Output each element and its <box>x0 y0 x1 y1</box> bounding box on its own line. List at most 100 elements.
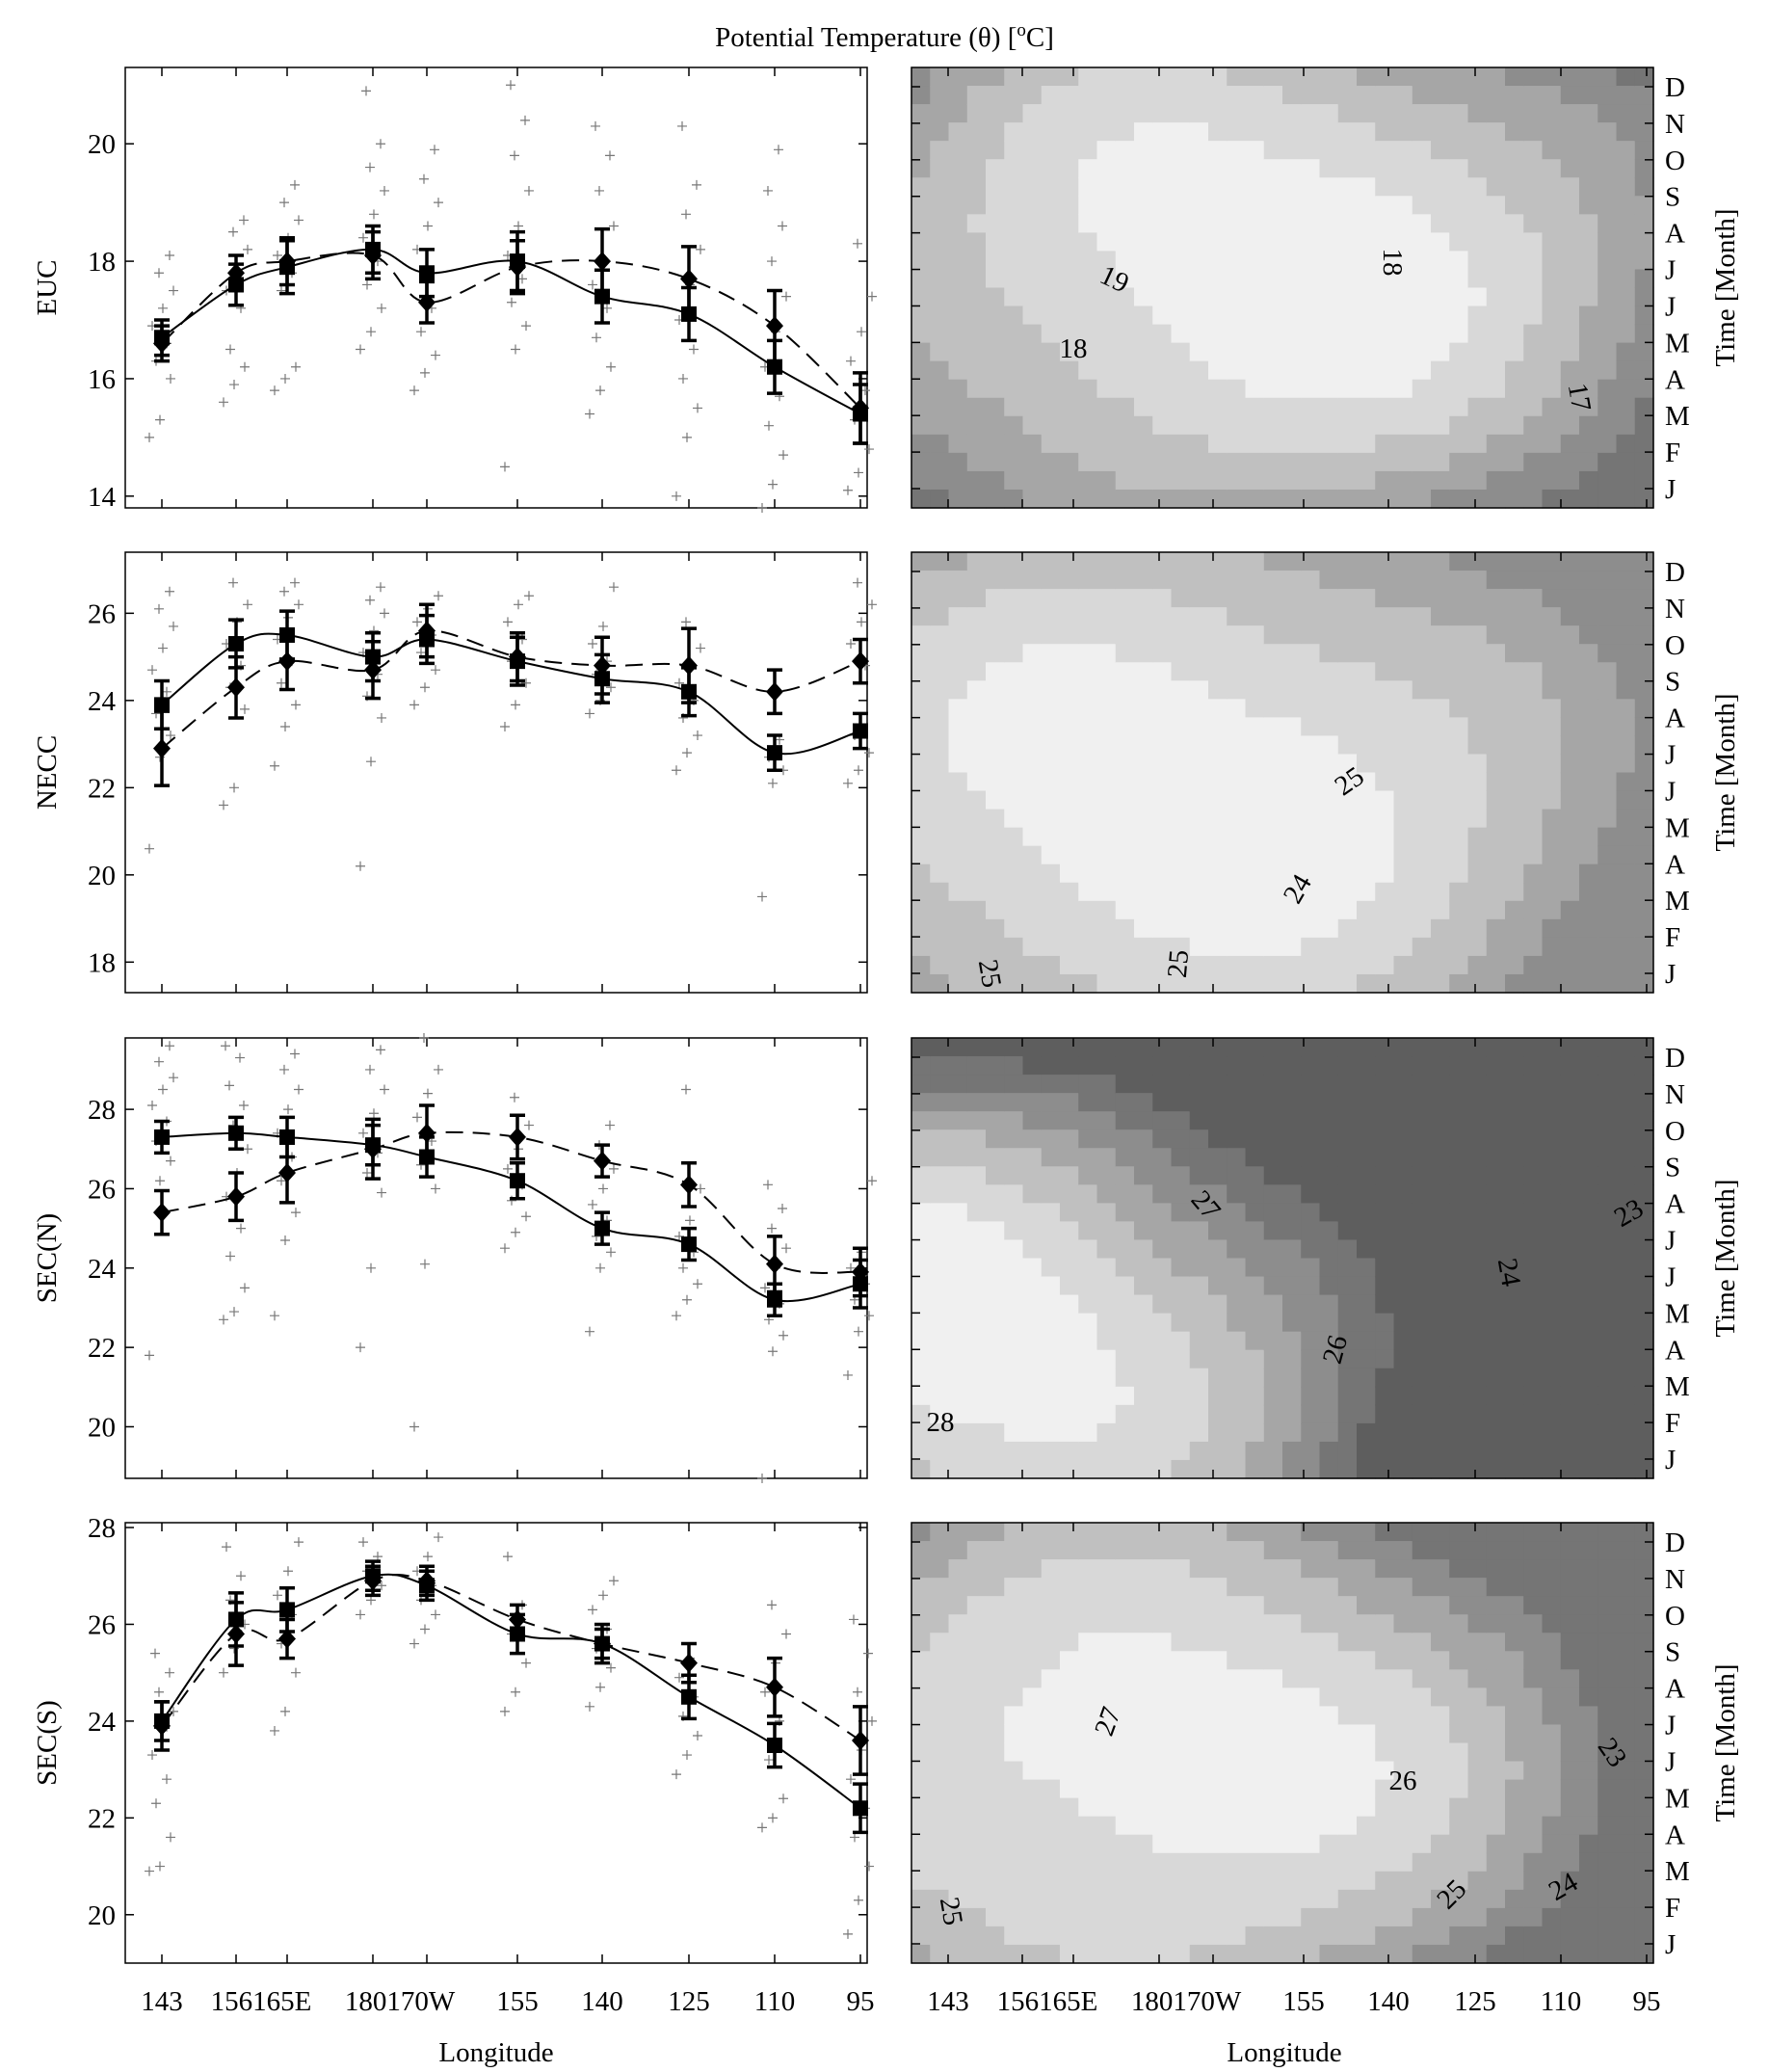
contour-cell <box>1282 1349 1302 1369</box>
contour-cell <box>1134 1368 1153 1388</box>
contour-cell <box>1022 360 1043 381</box>
contour-cell <box>1505 67 1524 87</box>
contour-cell <box>1022 699 1043 718</box>
contour-cell <box>1078 360 1098 381</box>
contour-cell <box>1467 470 1488 491</box>
scatter-point <box>781 291 791 302</box>
contour-cell <box>1431 918 1450 939</box>
contour-cell <box>1301 122 1321 142</box>
contour-cell <box>1263 251 1283 271</box>
contour-cell <box>1634 360 1654 381</box>
contour-cell <box>1449 196 1469 215</box>
contour-cell <box>1412 196 1432 215</box>
scatter-point <box>145 1866 154 1876</box>
contour-cell <box>1096 1184 1117 1204</box>
contour-cell <box>1616 625 1636 645</box>
scatter-point <box>696 643 705 653</box>
contour-cell <box>1208 1221 1228 1241</box>
contour-cell <box>1301 342 1321 362</box>
contour-cell <box>966 196 987 215</box>
contour-cell <box>911 845 931 865</box>
contour-cell <box>1505 1313 1524 1333</box>
contour-cell <box>1449 104 1469 123</box>
contour-cell <box>1634 955 1654 975</box>
scatter-point <box>588 639 597 650</box>
contour-cell <box>1245 1221 1265 1241</box>
contour-cell <box>1542 754 1562 774</box>
contour-cell <box>1301 662 1321 681</box>
contour-cell <box>1393 772 1413 792</box>
contour-cell <box>1263 1258 1283 1278</box>
contour-cell <box>1375 360 1395 381</box>
contour-cell <box>1096 1294 1117 1315</box>
contour-cell <box>1616 1871 1636 1891</box>
contour-cell <box>966 1907 987 1927</box>
contour-cell <box>1412 1724 1432 1744</box>
contour-cell <box>1375 67 1395 87</box>
scatter-point <box>682 1750 692 1761</box>
contour-cell <box>1449 1221 1469 1241</box>
contour-cell <box>1004 1596 1024 1615</box>
contour-cell <box>1505 1614 1524 1634</box>
contour-cell <box>1634 1459 1654 1479</box>
contour-cell <box>911 809 931 829</box>
contour-cell <box>1245 415 1265 436</box>
contour-cell <box>1208 1742 1228 1763</box>
contour-cell <box>1301 1331 1321 1351</box>
contour-cell <box>1301 1742 1321 1763</box>
contour-cell <box>1505 1523 1524 1542</box>
contour-cell <box>1431 1441 1450 1461</box>
contour-cell <box>1579 1761 1598 1781</box>
contour-cell <box>1245 1761 1265 1781</box>
contour-cell <box>1375 305 1395 326</box>
contour-cell <box>1505 452 1524 472</box>
scatter-point <box>767 1223 777 1234</box>
contour-cell <box>1096 1816 1117 1836</box>
contour-cell <box>1301 1871 1321 1891</box>
scatter-point <box>521 321 531 332</box>
contour-cell <box>1579 882 1598 902</box>
contour-cell <box>1393 571 1413 590</box>
contour-cell <box>1449 86 1469 105</box>
contour-cell <box>1579 342 1598 362</box>
contour-cell <box>1357 1203 1376 1223</box>
contour-cell <box>1078 1422 1098 1443</box>
diamond-marker <box>852 398 869 418</box>
contour-cell <box>1115 662 1135 681</box>
contour-cell <box>1560 251 1580 271</box>
contour-cell <box>1301 1523 1321 1542</box>
contour-cell <box>1282 589 1302 608</box>
contour-cell <box>1115 1258 1135 1278</box>
contour-cell <box>930 1742 950 1763</box>
contour-cell <box>1078 680 1098 700</box>
contour-cell <box>1467 1258 1488 1278</box>
contour-cell <box>1319 1742 1339 1763</box>
contour-cell <box>1115 1669 1135 1688</box>
contour-cell <box>911 644 931 663</box>
contour-cell <box>1431 1651 1450 1670</box>
contour-cell <box>1060 552 1079 571</box>
contour-cell <box>948 1404 968 1424</box>
contour-cell <box>1337 772 1358 792</box>
contour-cell <box>1467 1926 1488 1946</box>
contour-cell <box>1337 1687 1358 1708</box>
contour-cell <box>1096 937 1117 957</box>
contour-cell <box>1616 937 1636 957</box>
contour-cell <box>1523 699 1544 718</box>
square-marker <box>767 1291 782 1308</box>
scatter-point <box>358 1537 368 1548</box>
contour-cell <box>1227 1633 1247 1652</box>
contour-cell <box>966 1184 987 1204</box>
contour-cell <box>1060 1541 1079 1560</box>
contour-cell <box>1467 1368 1488 1388</box>
contour-cell <box>1152 571 1173 590</box>
contour-cell <box>1189 1148 1209 1167</box>
contour-cell <box>966 1687 987 1708</box>
contour-cell <box>1634 1038 1654 1057</box>
contour-cell <box>1393 452 1413 472</box>
contour-cell <box>1579 625 1598 645</box>
contour-cell <box>1542 662 1562 681</box>
contour-cell <box>1171 607 1191 626</box>
contour-cell <box>966 1541 987 1560</box>
contour-cell <box>1337 1889 1358 1909</box>
